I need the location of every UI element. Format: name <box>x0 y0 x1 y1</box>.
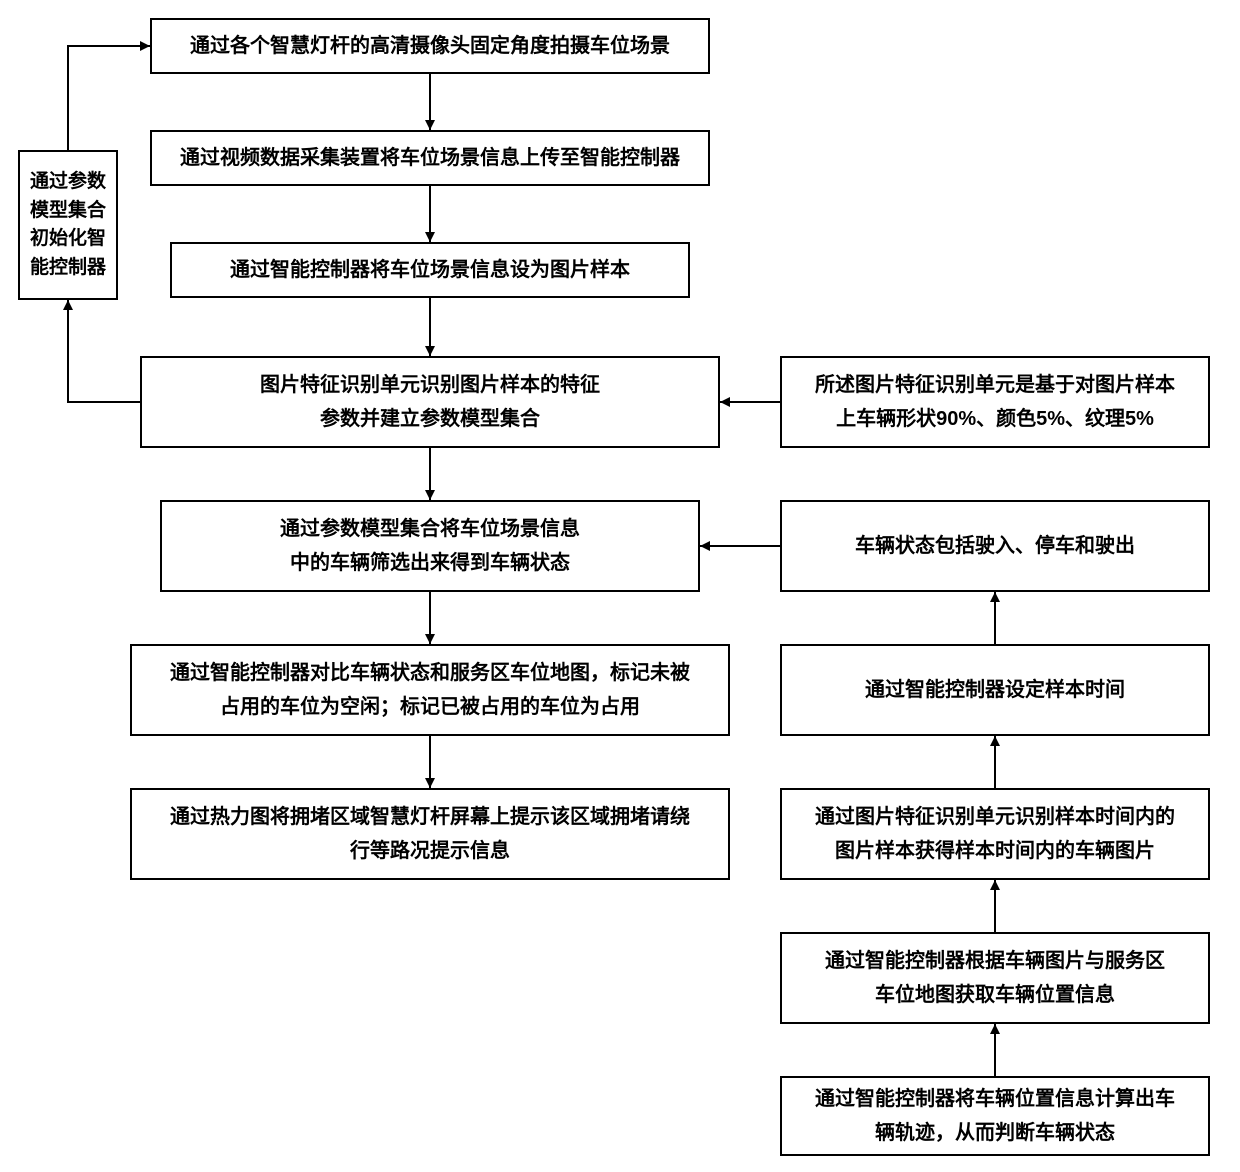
node-text-line1: 通过图片特征识别单元识别样本时间内的 <box>815 800 1175 834</box>
node-text-line2: 行等路况提示信息 <box>350 834 510 868</box>
node-text-line2: 上车辆形状90%、颜色5%、纹理5% <box>836 402 1154 436</box>
node-s8r: 通过智能控制器根据车辆图片与服务区 车位地图获取车辆位置信息 <box>780 932 1210 1024</box>
node-text-line1: 所述图片特征识别单元是基于对图片样本 <box>815 368 1175 402</box>
node-text: 通过各个智慧灯杆的高清摄像头固定角度拍摄车位场景 <box>190 29 670 63</box>
node-text-line1: 通过参数模型集合将车位场景信息 <box>280 512 580 546</box>
node-text-line1: 通过智能控制器对比车辆状态和服务区车位地图，标记未被 <box>170 656 690 690</box>
node-s4r: 所述图片特征识别单元是基于对图片样本 上车辆形状90%、颜色5%、纹理5% <box>780 356 1210 448</box>
node-s9r: 通过智能控制器将车辆位置信息计算出车 辆轨迹，从而判断车辆状态 <box>780 1076 1210 1156</box>
node-text-line2: 图片样本获得样本时间内的车辆图片 <box>835 834 1155 868</box>
node-s7r: 通过图片特征识别单元识别样本时间内的 图片样本获得样本时间内的车辆图片 <box>780 788 1210 880</box>
node-s3: 通过智能控制器将车位场景信息设为图片样本 <box>170 242 690 298</box>
node-text-line1: 图片特征识别单元识别图片样本的特征 <box>260 368 600 402</box>
node-feedback: 通过参数模型集合初始化智能控制器 <box>18 150 118 300</box>
node-text-line1: 通过智能控制器根据车辆图片与服务区 <box>825 944 1165 978</box>
node-text-line1: 通过智能控制器将车辆位置信息计算出车 <box>815 1082 1175 1116</box>
node-text-line2: 辆轨迹，从而判断车辆状态 <box>875 1116 1115 1150</box>
node-s5r: 车辆状态包括驶入、停车和驶出 <box>780 500 1210 592</box>
node-text-line2: 车位地图获取车辆位置信息 <box>875 978 1115 1012</box>
node-s5: 通过参数模型集合将车位场景信息 中的车辆筛选出来得到车辆状态 <box>160 500 700 592</box>
node-text: 通过参数模型集合初始化智能控制器 <box>26 168 110 282</box>
node-s7: 通过热力图将拥堵区域智慧灯杆屏幕上提示该区域拥堵请绕 行等路况提示信息 <box>130 788 730 880</box>
node-text: 通过智能控制器将车位场景信息设为图片样本 <box>230 253 630 287</box>
node-s4: 图片特征识别单元识别图片样本的特征 参数并建立参数模型集合 <box>140 356 720 448</box>
node-s6r: 通过智能控制器设定样本时间 <box>780 644 1210 736</box>
node-text-line2: 占用的车位为空闲；标记已被占用的车位为占用 <box>220 690 640 724</box>
node-s6: 通过智能控制器对比车辆状态和服务区车位地图，标记未被 占用的车位为空闲；标记已被… <box>130 644 730 736</box>
node-text: 通过视频数据采集装置将车位场景信息上传至智能控制器 <box>180 141 680 175</box>
node-text-line2: 参数并建立参数模型集合 <box>320 402 540 436</box>
node-text: 通过智能控制器设定样本时间 <box>865 673 1125 707</box>
node-s2: 通过视频数据采集装置将车位场景信息上传至智能控制器 <box>150 130 710 186</box>
node-s1: 通过各个智慧灯杆的高清摄像头固定角度拍摄车位场景 <box>150 18 710 74</box>
node-text-line1: 通过热力图将拥堵区域智慧灯杆屏幕上提示该区域拥堵请绕 <box>170 800 690 834</box>
node-text-line2: 中的车辆筛选出来得到车辆状态 <box>290 546 570 580</box>
node-text: 车辆状态包括驶入、停车和驶出 <box>855 529 1135 563</box>
